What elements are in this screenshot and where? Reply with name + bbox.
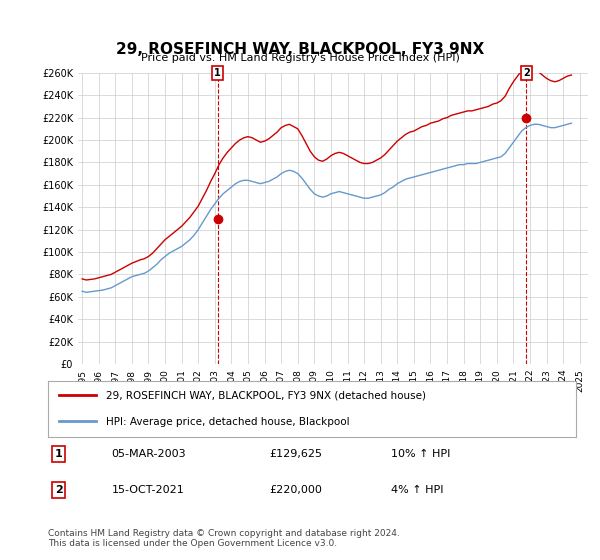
Text: 4% ↑ HPI: 4% ↑ HPI [391, 485, 444, 495]
Text: HPI: Average price, detached house, Blackpool: HPI: Average price, detached house, Blac… [106, 417, 350, 427]
Text: 2: 2 [523, 68, 530, 78]
Text: 1: 1 [55, 449, 62, 459]
Text: Price paid vs. HM Land Registry's House Price Index (HPI): Price paid vs. HM Land Registry's House … [140, 53, 460, 63]
Text: 15-OCT-2021: 15-OCT-2021 [112, 485, 184, 495]
Text: £129,625: £129,625 [270, 449, 323, 459]
Text: 1: 1 [214, 68, 221, 78]
Text: Contains HM Land Registry data © Crown copyright and database right 2024.: Contains HM Land Registry data © Crown c… [48, 529, 400, 538]
Text: 29, ROSEFINCH WAY, BLACKPOOL, FY3 9NX: 29, ROSEFINCH WAY, BLACKPOOL, FY3 9NX [116, 42, 484, 57]
Text: 10% ↑ HPI: 10% ↑ HPI [391, 449, 451, 459]
Text: 29, ROSEFINCH WAY, BLACKPOOL, FY3 9NX (detached house): 29, ROSEFINCH WAY, BLACKPOOL, FY3 9NX (d… [106, 391, 426, 401]
Text: 05-MAR-2003: 05-MAR-2003 [112, 449, 186, 459]
Text: 2: 2 [55, 485, 62, 495]
Text: £220,000: £220,000 [270, 485, 323, 495]
Text: This data is licensed under the Open Government Licence v3.0.: This data is licensed under the Open Gov… [48, 539, 337, 548]
